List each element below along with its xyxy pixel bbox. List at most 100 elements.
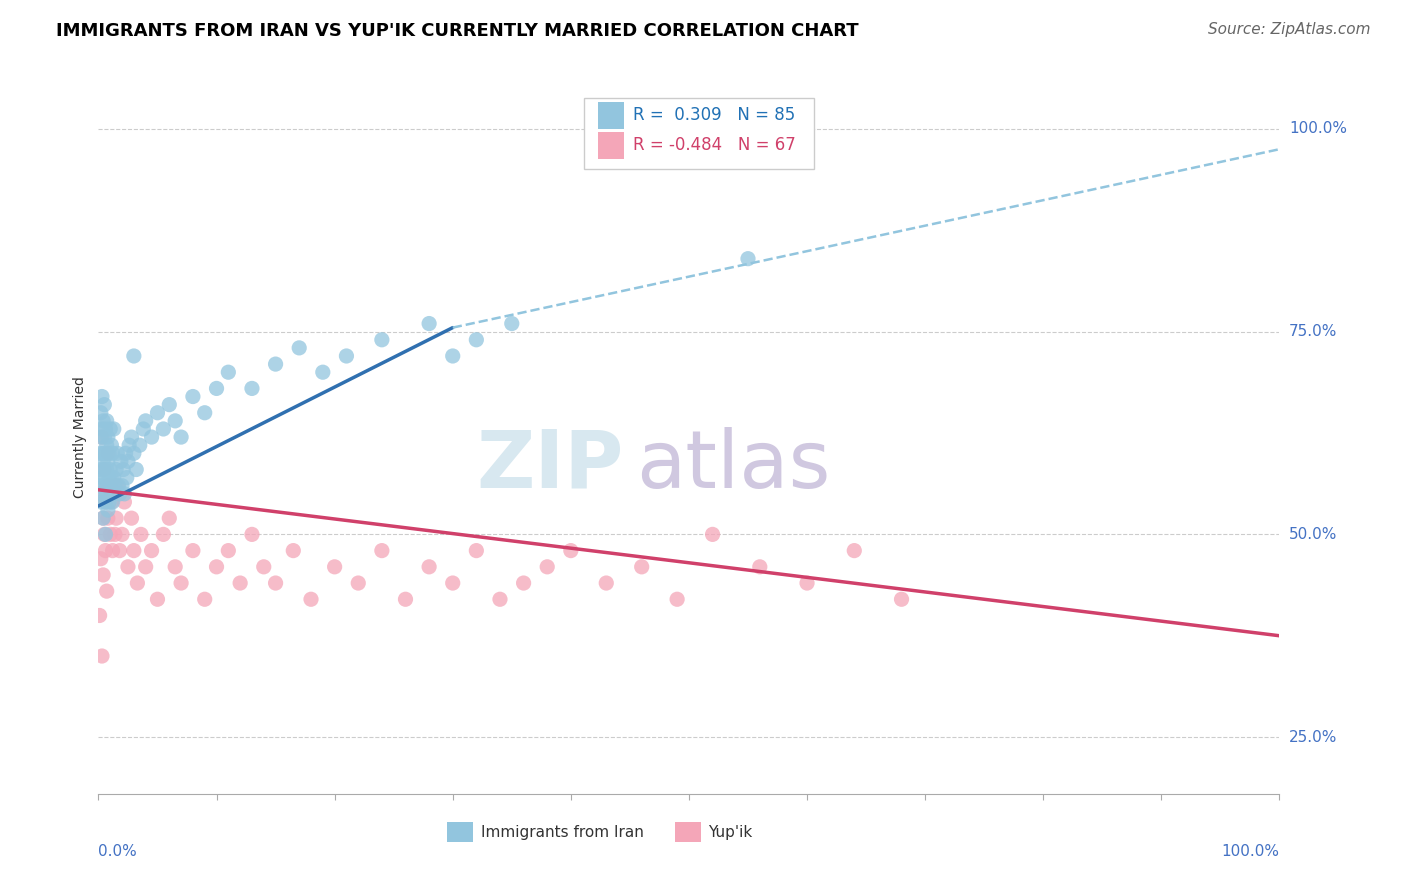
Point (844, 543, 866, 558)
Text: atlas: atlas (636, 426, 830, 505)
Point (152, 527, 174, 541)
Point (89, 608, 111, 623)
Point (371, 333, 394, 347)
Point (97, 511, 120, 525)
Point (890, 592, 912, 607)
Bar (675, 822, 700, 842)
Point (112, 462, 135, 476)
Bar (447, 822, 472, 842)
Point (94, 495, 117, 509)
Point (165, 559, 187, 574)
Point (93, 462, 115, 476)
Point (96, 414, 118, 428)
Text: ZIP: ZIP (477, 426, 624, 505)
Point (146, 592, 169, 607)
Point (135, 414, 157, 428)
Point (217, 543, 239, 558)
Point (122, 543, 145, 558)
Point (152, 422, 174, 436)
Point (157, 511, 180, 525)
Point (90, 406, 112, 420)
Point (312, 365, 335, 379)
Point (90, 551, 112, 566)
Point (253, 559, 276, 574)
Point (418, 317, 440, 331)
Point (96, 462, 118, 476)
Point (91, 446, 114, 460)
Point (121, 511, 143, 525)
Point (229, 576, 252, 591)
Point (217, 365, 239, 379)
Point (100, 438, 122, 452)
Point (560, 543, 582, 558)
Point (97, 503, 120, 517)
Point (335, 349, 357, 363)
Point (94, 446, 117, 460)
Point (347, 576, 370, 591)
Text: R =  0.309   N = 85: R = 0.309 N = 85 (634, 106, 796, 124)
Point (595, 576, 617, 591)
Point (141, 543, 163, 558)
Point (91, 390, 114, 404)
Point (93, 479, 115, 493)
Point (394, 592, 416, 607)
Point (112, 495, 135, 509)
Point (94, 470, 117, 484)
Point (157, 398, 180, 412)
Point (512, 576, 534, 591)
Point (103, 470, 125, 484)
Point (127, 576, 149, 591)
Point (96, 487, 118, 501)
Point (104, 527, 127, 541)
Point (97, 454, 120, 468)
Point (128, 438, 150, 452)
Point (141, 430, 163, 444)
Point (110, 454, 132, 468)
Point (98, 479, 121, 493)
Bar (598, 102, 624, 128)
Point (94, 527, 117, 541)
Point (91, 487, 114, 501)
Point (121, 430, 143, 444)
Point (96, 438, 118, 452)
Point (98, 446, 121, 460)
Point (89, 479, 111, 493)
Point (100, 487, 122, 501)
Point (323, 559, 346, 574)
Text: 100.0%: 100.0% (1289, 121, 1347, 136)
Point (91, 648, 114, 663)
Point (89, 446, 111, 460)
Point (108, 543, 131, 558)
Point (91, 422, 114, 436)
Point (94, 495, 117, 509)
Point (93, 398, 115, 412)
Point (111, 479, 134, 493)
Point (299, 592, 322, 607)
Point (288, 341, 311, 355)
Point (100, 470, 122, 484)
Point (105, 511, 128, 525)
Point (118, 438, 141, 452)
Point (93, 527, 115, 541)
Point (91, 511, 114, 525)
Point (170, 430, 193, 444)
Point (240, 527, 263, 541)
Point (91, 454, 114, 468)
Point (103, 422, 125, 436)
Point (117, 559, 139, 574)
Point (536, 559, 558, 574)
Point (748, 559, 770, 574)
Text: 50.0%: 50.0% (1289, 527, 1337, 541)
Point (132, 422, 155, 436)
Text: IMMIGRANTS FROM IRAN VS YUP'IK CURRENTLY MARRIED CORRELATION CHART: IMMIGRANTS FROM IRAN VS YUP'IK CURRENTLY… (56, 22, 859, 40)
Point (101, 543, 124, 558)
Point (97, 430, 120, 444)
Text: 100.0%: 100.0% (1222, 844, 1279, 859)
Point (194, 406, 217, 420)
Point (465, 333, 488, 347)
Point (122, 446, 145, 460)
Point (91, 470, 114, 484)
Point (98, 527, 121, 541)
Point (630, 559, 652, 574)
Point (96, 479, 118, 493)
